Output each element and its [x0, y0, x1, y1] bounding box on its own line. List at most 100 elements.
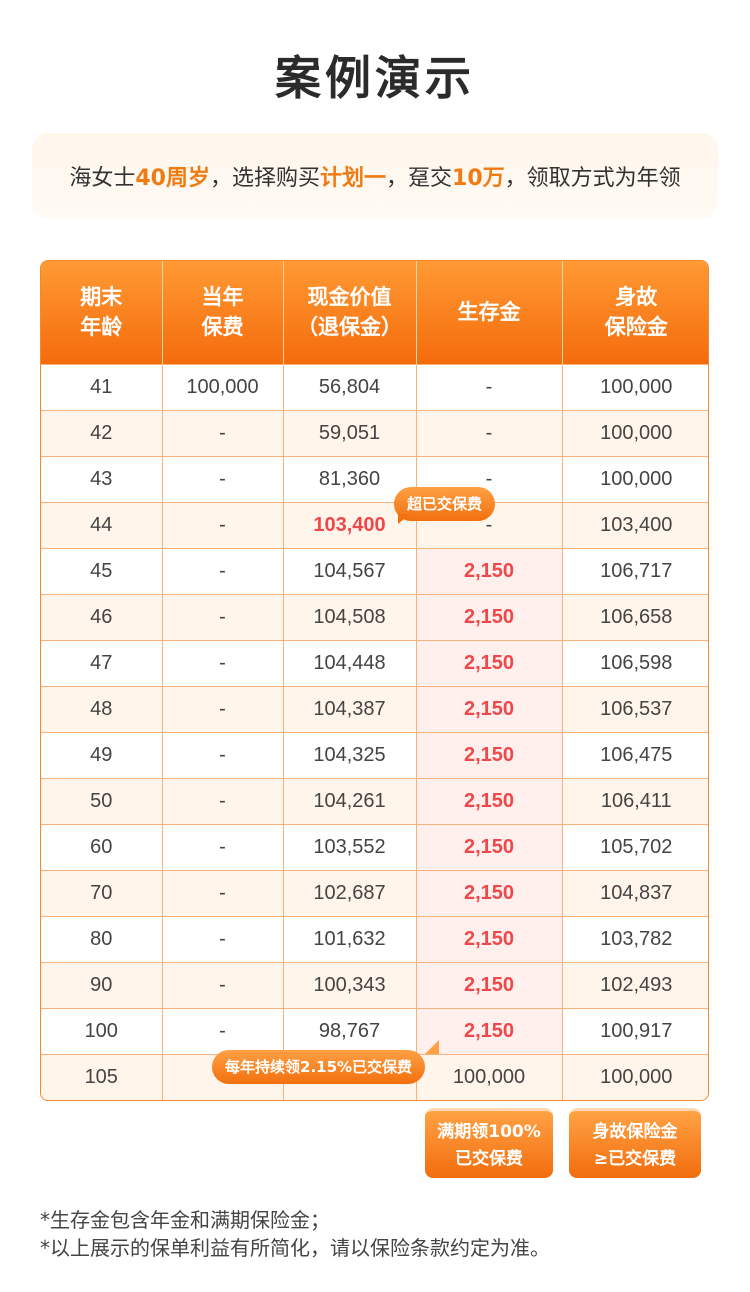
cell-death-benefit: 103,782	[562, 915, 708, 962]
cell-death-benefit: 106,658	[562, 593, 708, 640]
bubble-tail	[398, 514, 410, 524]
cell-death-benefit: 106,475	[562, 731, 708, 778]
cell-cash-value: 98,767	[283, 1007, 417, 1054]
death-tag-line1: 身故保险金	[592, 1122, 678, 1142]
cell-survival: 2,150	[416, 593, 563, 640]
case-text-part: ，领取方式为年领	[504, 166, 681, 191]
cell-premium: -	[162, 1007, 284, 1054]
cell-cash-value: 104,325	[283, 731, 417, 778]
cell-age: 42	[41, 409, 163, 456]
table-row: 70-102,687 2,150 104,837	[41, 869, 708, 916]
cell-age: 105	[41, 1053, 163, 1100]
table-row: 45-104,567 2,150 106,717	[41, 547, 708, 594]
cell-cash-value: 104,508	[283, 593, 417, 640]
cell-death-benefit: 100,000	[562, 363, 708, 410]
cell-premium: -	[162, 915, 284, 962]
bubble-tail	[425, 1040, 439, 1054]
cell-death-benefit: 105,702	[562, 823, 708, 870]
cell-death-benefit: 106,537	[562, 685, 708, 732]
case-text-part: 海女士	[69, 166, 136, 191]
cell-premium: -	[162, 685, 284, 732]
cell-survival: 2,150	[416, 547, 563, 594]
header-age: 期末 年龄	[41, 261, 163, 364]
cell-death-benefit: 100,000	[562, 409, 708, 456]
cell-death-benefit: 102,493	[562, 961, 708, 1008]
cell-age: 70	[41, 869, 163, 916]
cell-age: 50	[41, 777, 163, 824]
benefit-table: 期末 年龄 当年 保费 现金价值 （退保金） 生存金 身故 保险金 41 100,000 5…	[40, 260, 709, 1101]
table-row: 48-104,387 2,150 106,537	[41, 685, 708, 732]
cell-premium: -	[162, 961, 284, 1008]
cell-age: 46	[41, 593, 163, 640]
header-survival: 生存金	[416, 261, 563, 364]
header-death-benefit: 身故 保险金	[562, 261, 708, 364]
cell-survival: 2,150	[416, 869, 563, 916]
cell-survival: -	[416, 409, 563, 456]
header-cash-value: 现金价值 （退保金）	[283, 261, 417, 364]
cell-cash-value: 104,261	[283, 777, 417, 824]
table-row: 50-104,261 2,150 106,411	[41, 777, 708, 824]
cell-survival: 2,150	[416, 731, 563, 778]
cell-premium: -	[162, 547, 284, 594]
cell-premium: -	[162, 731, 284, 778]
cell-age: 43	[41, 455, 163, 502]
maturity-tag: 满期领100% 已交保费	[425, 1108, 553, 1178]
death-tag-line2: ≥已交保费	[593, 1149, 677, 1169]
cell-premium: -	[162, 455, 284, 502]
table-row: 49-104,325 2,150 106,475	[41, 731, 708, 778]
footnote: *生存金包含年金和满期保险金；	[40, 1208, 330, 1232]
death-tag: 身故保险金 ≥已交保费	[569, 1108, 701, 1178]
cell-age: 41	[41, 363, 163, 410]
cell-premium: -	[162, 409, 284, 456]
table-row: 46-104,508 2,150 106,658	[41, 593, 708, 640]
case-plan: 计划一	[319, 166, 386, 191]
annual-payout-bubble: 每年持续领2.15%已交保费	[212, 1050, 426, 1084]
table-row: 100-98,767 2,150 100,917	[41, 1007, 708, 1054]
table-row: 44-103,400-103,400	[41, 501, 708, 548]
case-amount: 10万	[452, 166, 505, 191]
cell-premium: -	[162, 869, 284, 916]
cell-death-benefit: 100,917	[562, 1007, 708, 1054]
footnote: *以上展示的保单利益有所简化，请以保险条款约定为准。	[40, 1236, 550, 1260]
cell-cash-value: 103,552	[283, 823, 417, 870]
footnotes: *生存金包含年金和满期保险金； *以上展示的保单利益有所简化，请以保险条款约定为…	[40, 1206, 720, 1262]
table-row: 43-81,360-100,000	[41, 455, 708, 502]
cell-death-benefit: 106,717	[562, 547, 708, 594]
cell-death-benefit: 103,400	[562, 501, 708, 548]
maturity-tag-line1: 满期领100%	[437, 1122, 541, 1142]
page-title: 案例演示	[275, 51, 475, 105]
cell-cash-value: 100,343	[283, 961, 417, 1008]
cell-age: 48	[41, 685, 163, 732]
cell-age: 100	[41, 1007, 163, 1054]
cell-age: 90	[41, 961, 163, 1008]
cell-cash-value: 104,567	[283, 547, 417, 594]
case-age: 40周岁	[135, 166, 210, 191]
cell-survival: 2,150	[416, 915, 563, 962]
cell-death-benefit: 100,000	[562, 455, 708, 502]
table-row: 90-100,343 2,150 102,493	[41, 961, 708, 1008]
case-text-part: ，选择购买	[209, 166, 320, 191]
table-row: 47-104,448 2,150 106,598	[41, 639, 708, 686]
cell-survival: 100,000	[416, 1053, 563, 1100]
maturity-tag-line2: 已交保费	[455, 1149, 523, 1169]
cell-cash-value: 104,448	[283, 639, 417, 686]
cell-cash-value: 101,632	[283, 915, 417, 962]
cell-age: 80	[41, 915, 163, 962]
cell-age: 47	[41, 639, 163, 686]
cell-survival: 2,150	[416, 961, 563, 1008]
cell-premium: -	[162, 501, 284, 548]
table-row: 80-101,632 2,150 103,782	[41, 915, 708, 962]
cell-survival: 2,150	[416, 823, 563, 870]
cell-age: 44	[41, 501, 163, 548]
cell-death-benefit: 104,837	[562, 869, 708, 916]
case-text-part: ，趸交	[386, 166, 453, 191]
cell-death-benefit: 100,000	[562, 1053, 708, 1100]
case-box-pointer	[32, 133, 718, 219]
cell-cash-value: 56,804	[283, 363, 417, 410]
cell-survival: 2,150	[416, 1007, 563, 1054]
table-header-row: 期末 年龄 当年 保费 现金价值 （退保金） 生存金 身故 保险金	[41, 261, 708, 364]
table-row: 60-103,552 2,150 105,702	[41, 823, 708, 870]
cell-survival: 2,150	[416, 685, 563, 732]
cell-age: 45	[41, 547, 163, 594]
cell-age: 49	[41, 731, 163, 778]
